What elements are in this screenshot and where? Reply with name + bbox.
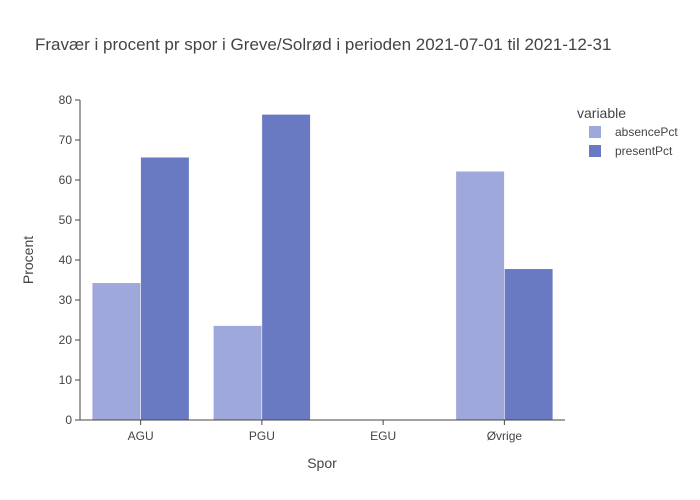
legend-swatch xyxy=(589,126,601,138)
y-tick-label: 0 xyxy=(65,413,72,427)
x-tick-label: EGU xyxy=(370,429,396,443)
y-axis-title: Procent xyxy=(20,236,36,284)
bar-presentPct-1 xyxy=(261,114,311,421)
x-tick-label: AGU xyxy=(128,429,154,443)
bar-absencePct-1 xyxy=(213,325,263,421)
y-tick-label: 80 xyxy=(59,93,73,107)
y-tick-label: 60 xyxy=(59,173,73,187)
y-tick-label: 70 xyxy=(59,133,73,147)
y-tick-label: 30 xyxy=(59,293,73,307)
y-axis-ticks: 0 10 20 30 40 50 60 70 80 xyxy=(59,93,80,427)
legend-label: absencePct xyxy=(615,125,678,139)
y-tick-label: 40 xyxy=(59,253,73,267)
bar-absencePct-3 xyxy=(455,170,505,421)
x-axis-title: Spor xyxy=(307,455,337,471)
bars xyxy=(91,114,554,421)
y-tick-label: 50 xyxy=(59,213,73,227)
y-tick-label: 10 xyxy=(59,373,73,387)
bar-presentPct-3 xyxy=(504,268,554,421)
bar-presentPct-0 xyxy=(140,156,190,421)
legend-title: variable xyxy=(577,105,626,121)
bar-absencePct-0 xyxy=(91,282,141,421)
y-tick-label: 20 xyxy=(59,333,73,347)
x-axis-ticks: AGU PGU EGU Øvrige xyxy=(128,420,523,443)
legend-swatch xyxy=(589,145,601,157)
x-tick-label: Øvrige xyxy=(487,429,523,443)
legend: variable absencePct presentPct xyxy=(577,105,678,158)
legend-label: presentPct xyxy=(615,144,673,158)
x-tick-label: PGU xyxy=(249,429,275,443)
chart-title: Fravær i procent pr spor i Greve/Solrød … xyxy=(35,35,611,54)
